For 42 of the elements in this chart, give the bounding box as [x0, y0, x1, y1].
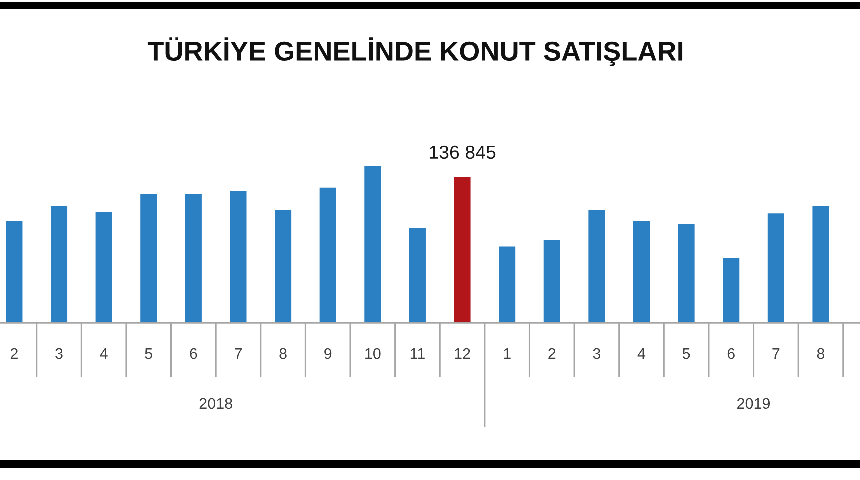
bar — [50, 204, 69, 323]
x-tick-label: 9 — [324, 348, 332, 360]
x-tick-label: 4 — [100, 348, 108, 360]
bar — [766, 212, 786, 323]
bar — [408, 227, 428, 323]
x-tick-label: 3 — [56, 348, 63, 360]
x-tick-label: 12 — [455, 348, 470, 360]
x-tick-label: 2 — [10, 348, 18, 360]
x-tick-label: 2 — [548, 348, 556, 360]
bar — [363, 165, 383, 323]
bar — [811, 204, 831, 323]
data-label: 136 845 — [430, 146, 496, 160]
bar — [274, 208, 293, 323]
bar — [542, 238, 562, 323]
bar — [587, 208, 607, 323]
x-tick-label: 6 — [190, 348, 198, 360]
x-tick-label: 7 — [235, 348, 242, 360]
x-tick-label: 8 — [817, 348, 825, 360]
x-tick-label: 11 — [410, 348, 425, 360]
x-tick-label: 8 — [280, 348, 287, 360]
x-tick-label: 7 — [772, 348, 780, 360]
bar — [318, 186, 338, 323]
x-tick-label: 3 — [593, 348, 601, 360]
bar — [632, 220, 652, 323]
x-tick-label: 5 — [682, 348, 690, 360]
bar — [4, 220, 24, 323]
bar — [139, 192, 159, 323]
x-tick-label: 4 — [638, 348, 646, 360]
bar — [94, 211, 114, 323]
bar — [228, 190, 248, 323]
bar — [452, 176, 472, 323]
x-tick-label: 1 — [504, 348, 511, 360]
bar — [184, 192, 204, 323]
chart-title: TÜRKİYE GENELİNDE KONUT SATIŞLARI — [148, 38, 683, 66]
x-tick-label: 6 — [728, 348, 735, 360]
bar — [498, 245, 517, 323]
bar — [676, 222, 696, 323]
text: 2018 — [200, 398, 232, 410]
text: 2019 — [738, 398, 770, 410]
x-tick-label: 10 — [366, 348, 381, 360]
x-tick-label: 5 — [145, 348, 152, 360]
bar — [722, 257, 742, 323]
